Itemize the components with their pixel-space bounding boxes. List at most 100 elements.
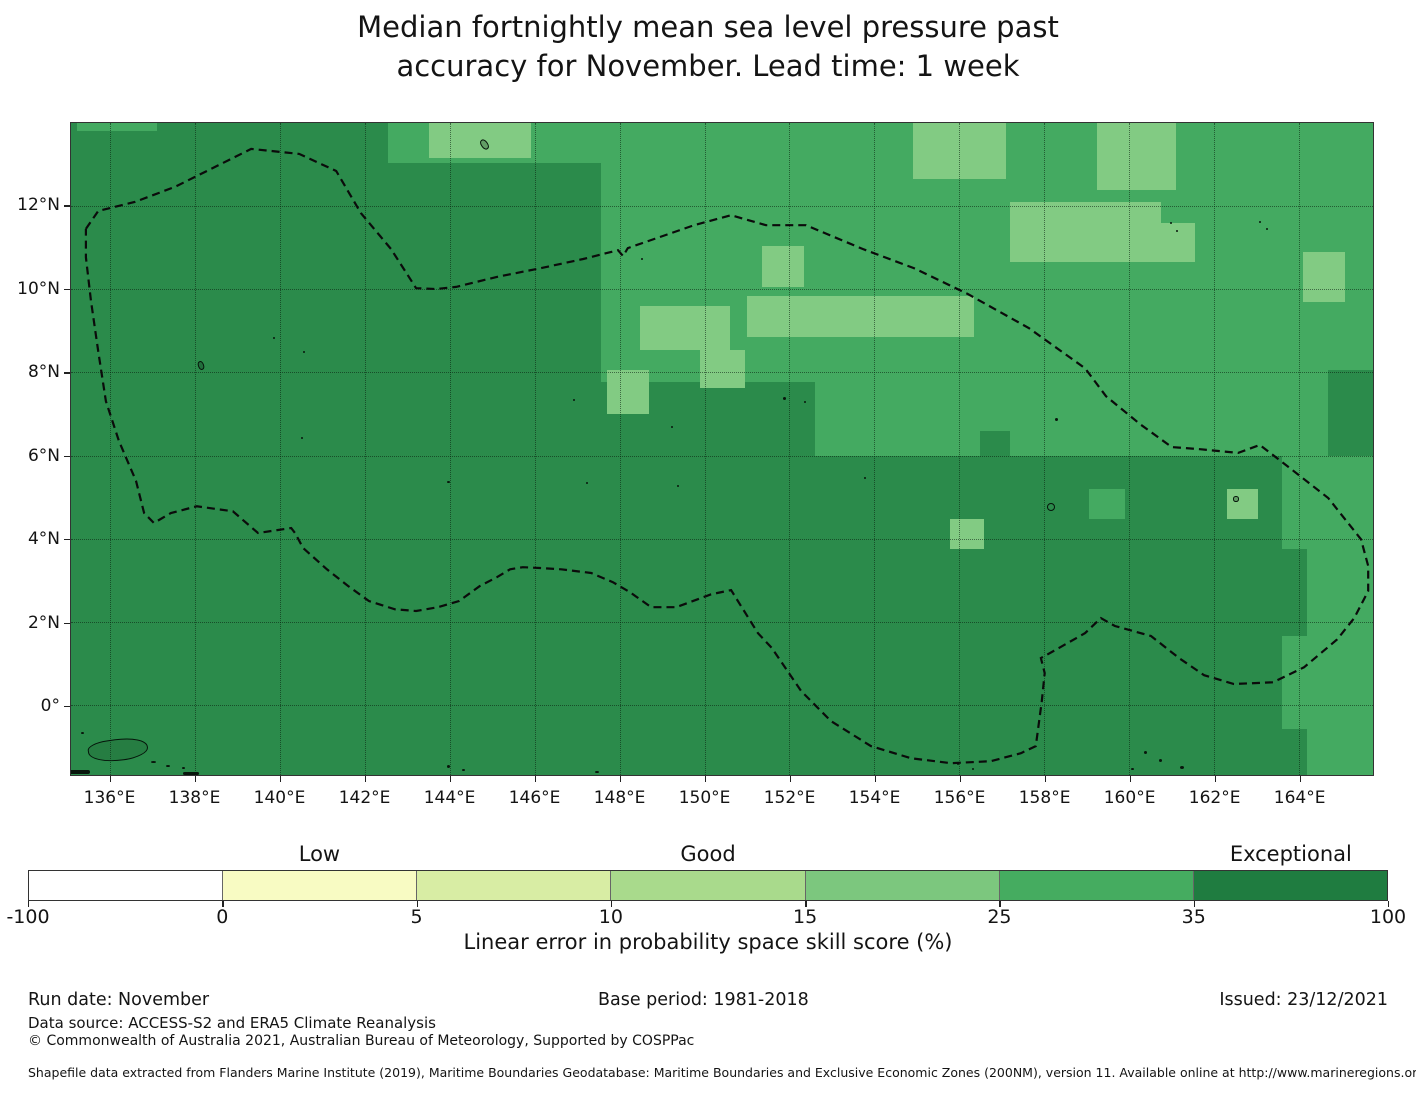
island-dot [1176, 230, 1179, 233]
x-axis-tickmark [279, 776, 281, 782]
island-dot [1158, 758, 1162, 762]
eez-boundary-overlay [84, 147, 1370, 765]
skill-region-light [1226, 488, 1259, 519]
island-dot [1265, 228, 1268, 231]
island-ring [1046, 502, 1055, 511]
gridline-parallel [71, 289, 1373, 291]
issued-date-label: Issued: 23/12/2021 [1219, 990, 1388, 1010]
skill-region-dark [1269, 548, 1308, 636]
island-coast [71, 769, 90, 774]
colorbar-tick-label: 5 [410, 906, 423, 928]
y-axis-tickmark [64, 372, 70, 374]
island-dot [595, 770, 600, 773]
colorbar-segment [222, 871, 417, 900]
chart-title-line2: accuracy for November. Lead time: 1 week [396, 48, 1020, 83]
x-axis-tickmark [704, 776, 706, 782]
skill-region-light [428, 123, 531, 159]
gridline-meridian [1213, 123, 1215, 775]
colorbar-tickmark [999, 901, 1001, 907]
y-axis-tickmark [64, 205, 70, 207]
skill-region-dark [1269, 729, 1308, 775]
x-axis-tickmark [1129, 776, 1131, 782]
y-axis-tick-label: 2°N [27, 612, 60, 633]
x-axis-tickmark [364, 776, 366, 782]
island-outline [1232, 496, 1239, 503]
colorbar [28, 870, 1388, 901]
colorbar-segment [1192, 871, 1387, 900]
y-axis-tickmark [64, 455, 70, 458]
island-dot [804, 401, 807, 404]
island-dot [150, 760, 156, 763]
x-axis-tickmark [619, 776, 621, 782]
island-dot [670, 426, 673, 429]
island-dot [585, 481, 588, 484]
x-axis-tickmark [109, 776, 111, 782]
colorbar-tickmark [222, 901, 224, 907]
gridline-parallel [71, 705, 1373, 707]
skill-region-light [1097, 123, 1176, 190]
island-dot [446, 480, 450, 483]
colorbar-tickmark [1388, 901, 1390, 907]
gridline-parallel [71, 538, 1373, 540]
colorbar-segment [998, 871, 1193, 900]
island-dot [81, 731, 85, 734]
copyright-label: © Commonwealth of Australia 2021, Austra… [28, 1033, 695, 1049]
island-dot [1179, 765, 1184, 769]
x-axis-tickmark [874, 776, 876, 782]
x-axis-tickmark [789, 776, 791, 782]
x-axis-tickmark [1044, 776, 1046, 782]
gridline-meridian [789, 123, 791, 775]
island-dot [1054, 417, 1058, 421]
x-axis-tick-label: 136°E [83, 788, 136, 808]
x-axis-tick-label: 140°E [253, 788, 306, 808]
colorbar-segment [804, 871, 999, 900]
gridline-meridian [449, 123, 451, 775]
island-dot [1169, 222, 1172, 225]
colorbar-tickmark [1193, 901, 1196, 907]
island-dot [1131, 768, 1135, 771]
island-dot [1259, 221, 1262, 224]
run-date-label: Run date: November [28, 990, 210, 1010]
y-axis-tickmark [64, 705, 70, 708]
gridline-parallel [71, 455, 1373, 457]
colorbar-tickmark [610, 901, 613, 907]
x-axis-tick-label: 148°E [593, 788, 646, 808]
y-axis-tick-label: 8°N [27, 362, 60, 383]
island-dot [640, 257, 643, 260]
gridline-meridian [704, 123, 706, 775]
skill-region-light [606, 370, 650, 415]
colorbar-axis-label: Linear error in probability space skill … [463, 930, 953, 954]
island-dot [863, 476, 866, 479]
skill-region-light [640, 305, 731, 350]
y-axis-tick-label: 10°N [17, 278, 60, 299]
colorbar-segment [416, 871, 611, 900]
data-source-label: Data source: ACCESS-S2 and ERA5 Climate … [28, 1014, 436, 1032]
x-axis-tickmark [1299, 776, 1301, 782]
x-axis-tickmark [534, 776, 536, 782]
skill-region-light [747, 295, 975, 338]
island-dot [782, 396, 786, 400]
y-axis-tickmark [64, 288, 70, 291]
x-axis-tickmark [959, 776, 961, 782]
colorbar-tick-label: 35 [1181, 906, 1206, 928]
x-axis-tick-label: 164°E [1273, 788, 1326, 808]
colorbar-segment [610, 871, 805, 900]
skill-region-light [700, 349, 745, 389]
skill-region-light [1010, 202, 1161, 263]
colorbar-category-label: Exceptional [1229, 842, 1352, 866]
colorbar-tick-label: 100 [1369, 906, 1407, 928]
island-dot [972, 768, 975, 771]
gridline-meridian [534, 123, 536, 775]
island-dot [165, 765, 170, 768]
x-axis-tick-label: 162°E [1188, 788, 1241, 808]
gridline-meridian [280, 123, 282, 775]
gridline-meridian [874, 123, 876, 775]
island-coast [183, 772, 200, 775]
island-dot [572, 399, 575, 402]
x-axis-tick-label: 156°E [933, 788, 986, 808]
colorbar-category-label: Good [680, 842, 736, 866]
colorbar-tickmark [28, 901, 30, 907]
skill-region-light [1160, 222, 1195, 263]
skill-region-dark [1328, 370, 1373, 456]
